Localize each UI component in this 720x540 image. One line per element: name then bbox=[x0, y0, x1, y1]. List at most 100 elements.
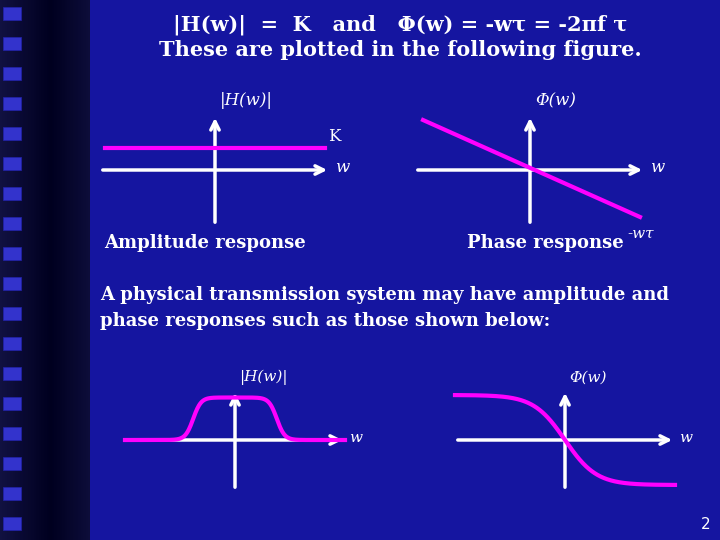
Text: |H(w)|  =  K   and   Φ(w) = -wτ = -2πf τ: |H(w)| = K and Φ(w) = -wτ = -2πf τ bbox=[173, 15, 627, 35]
Bar bbox=[3, 37, 21, 50]
Bar bbox=[67, 0, 68, 540]
Text: -wτ: -wτ bbox=[627, 227, 654, 241]
Text: 2: 2 bbox=[701, 517, 710, 532]
Bar bbox=[53, 0, 54, 540]
Bar bbox=[56, 0, 57, 540]
Bar bbox=[30, 0, 31, 540]
Bar bbox=[3, 278, 21, 290]
Text: w: w bbox=[679, 431, 692, 445]
Bar bbox=[21, 0, 22, 540]
Bar bbox=[3, 247, 21, 260]
Bar bbox=[43, 0, 44, 540]
Bar bbox=[18, 0, 19, 540]
Bar bbox=[71, 0, 72, 540]
Bar bbox=[19, 0, 20, 540]
Bar bbox=[12, 0, 13, 540]
Bar bbox=[15, 0, 16, 540]
Bar bbox=[70, 0, 71, 540]
Bar bbox=[37, 0, 38, 540]
Bar bbox=[3, 127, 21, 140]
Text: A physical transmission system may have amplitude and
phase responses such as th: A physical transmission system may have … bbox=[100, 286, 669, 330]
Bar bbox=[57, 0, 58, 540]
Text: |H(w)|: |H(w)| bbox=[220, 92, 273, 109]
Bar bbox=[75, 0, 76, 540]
Bar bbox=[5, 0, 6, 540]
Bar bbox=[11, 0, 12, 540]
Bar bbox=[14, 0, 15, 540]
Text: K: K bbox=[328, 128, 341, 145]
Bar bbox=[9, 0, 10, 540]
Bar bbox=[3, 338, 21, 350]
Bar bbox=[13, 0, 14, 540]
Bar bbox=[61, 0, 62, 540]
Bar bbox=[85, 0, 86, 540]
Bar bbox=[46, 0, 47, 540]
Bar bbox=[3, 157, 21, 170]
Bar bbox=[22, 0, 23, 540]
Bar bbox=[3, 367, 21, 380]
Bar bbox=[62, 0, 63, 540]
Bar bbox=[45, 0, 46, 540]
Bar bbox=[23, 0, 24, 540]
Bar bbox=[49, 0, 50, 540]
Bar bbox=[80, 0, 81, 540]
Text: These are plotted in the following figure.: These are plotted in the following figur… bbox=[158, 40, 642, 60]
Bar bbox=[32, 0, 33, 540]
Bar bbox=[76, 0, 77, 540]
Bar bbox=[48, 0, 49, 540]
Bar bbox=[65, 0, 66, 540]
Bar bbox=[60, 0, 61, 540]
Bar bbox=[69, 0, 70, 540]
Bar bbox=[78, 0, 79, 540]
Text: |H(w)|: |H(w)| bbox=[239, 369, 287, 385]
Bar bbox=[59, 0, 60, 540]
Bar bbox=[82, 0, 83, 540]
Bar bbox=[39, 0, 40, 540]
Bar bbox=[0, 0, 90, 540]
Bar bbox=[3, 0, 4, 540]
Bar bbox=[89, 0, 90, 540]
Bar bbox=[40, 0, 41, 540]
Bar bbox=[3, 68, 21, 80]
Bar bbox=[3, 187, 21, 200]
Bar bbox=[6, 0, 7, 540]
Bar bbox=[17, 0, 18, 540]
Bar bbox=[31, 0, 32, 540]
Bar bbox=[3, 517, 21, 530]
Bar bbox=[50, 0, 51, 540]
Bar bbox=[51, 0, 52, 540]
Text: w: w bbox=[349, 431, 362, 445]
Bar bbox=[83, 0, 84, 540]
Bar bbox=[10, 0, 11, 540]
Text: Φ(w): Φ(w) bbox=[535, 92, 576, 109]
Text: Φ(w): Φ(w) bbox=[569, 371, 606, 385]
Bar bbox=[38, 0, 39, 540]
Bar bbox=[26, 0, 27, 540]
Bar bbox=[3, 8, 21, 20]
Bar bbox=[29, 0, 30, 540]
Bar bbox=[4, 0, 5, 540]
Bar bbox=[33, 0, 34, 540]
Text: Phase response: Phase response bbox=[467, 234, 624, 252]
Bar bbox=[72, 0, 73, 540]
Bar bbox=[1, 0, 2, 540]
Bar bbox=[54, 0, 55, 540]
Bar bbox=[77, 0, 78, 540]
Bar bbox=[73, 0, 74, 540]
Bar bbox=[35, 0, 36, 540]
Bar bbox=[41, 0, 42, 540]
Bar bbox=[42, 0, 43, 540]
Bar bbox=[52, 0, 53, 540]
Bar bbox=[55, 0, 56, 540]
Bar bbox=[3, 97, 21, 110]
Bar bbox=[44, 0, 45, 540]
Bar bbox=[58, 0, 59, 540]
Bar bbox=[8, 0, 9, 540]
Bar bbox=[3, 397, 21, 410]
Bar bbox=[7, 0, 8, 540]
Bar bbox=[3, 218, 21, 230]
Bar bbox=[3, 307, 21, 320]
Bar bbox=[86, 0, 87, 540]
Bar bbox=[27, 0, 28, 540]
Bar bbox=[47, 0, 48, 540]
